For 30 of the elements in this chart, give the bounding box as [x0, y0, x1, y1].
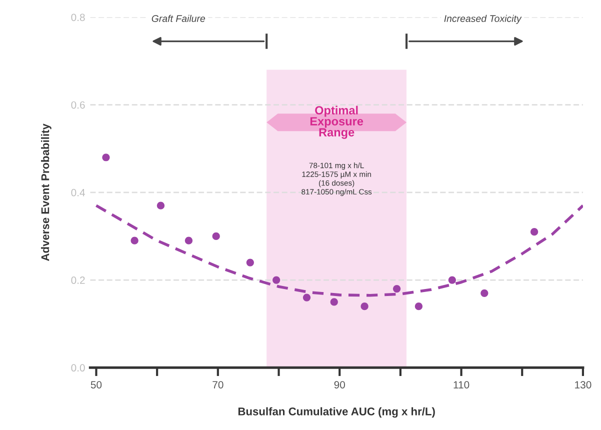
point	[392, 284, 401, 293]
point	[302, 294, 311, 302]
annotation: Increased Toxicity	[444, 14, 522, 24]
x-tick-label: 70	[212, 381, 224, 388]
text: 0.0	[71, 364, 85, 372]
point	[130, 236, 138, 244]
point	[360, 302, 368, 310]
point	[414, 302, 422, 310]
point	[480, 289, 488, 297]
y-axis-title: Adverse Event Probability	[41, 124, 52, 261]
x-tick-label: 130	[575, 381, 592, 388]
band-label: Optimal Exposure Range	[310, 106, 364, 139]
point	[184, 236, 193, 244]
y-tick-label: 0.8	[71, 14, 85, 22]
y-tick-label: 0.6	[71, 101, 85, 109]
point	[448, 276, 456, 284]
point	[246, 258, 254, 266]
x-tick-label: 110	[454, 381, 470, 388]
annotation: Graft Failure	[152, 14, 206, 22]
point	[212, 232, 220, 240]
point	[102, 154, 110, 162]
x-tick-label: 50	[90, 381, 102, 388]
y-tick-label: 0.2	[71, 276, 85, 284]
x-tick-label: 90	[334, 381, 345, 388]
point	[530, 228, 538, 236]
point	[272, 276, 280, 284]
y-tick-label: 0.4	[71, 188, 85, 196]
point	[156, 202, 165, 210]
x-axis-title: Busulfan Cumulative AUC (mg x hr/L)	[238, 407, 435, 418]
point	[330, 298, 338, 306]
